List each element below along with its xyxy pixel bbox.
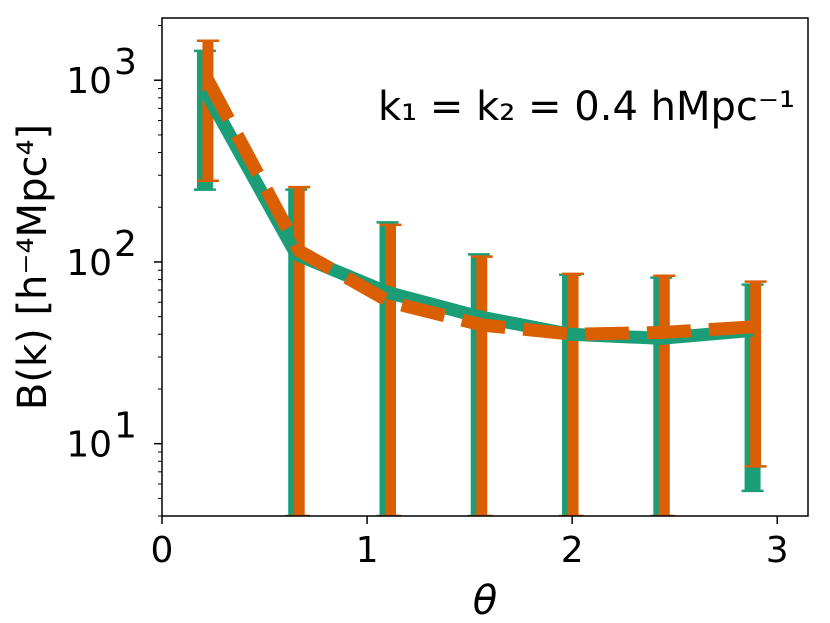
chart-marks: [193, 39, 767, 516]
y-tick-exp-1: 2: [114, 224, 137, 265]
annotation-label: k₁ = k₂ = 0.4 hMpc⁻¹: [378, 84, 795, 130]
series-group: [193, 39, 767, 516]
y-tick-label-2: 10: [66, 61, 112, 102]
x-tick-label-0: 0: [151, 530, 174, 571]
y-axis-title: B(k) [h⁻⁴Mpc⁴]: [10, 124, 56, 410]
series-line-1: [202, 77, 756, 341]
x-tick-label-1: 1: [356, 530, 379, 571]
x-tick-label-2: 2: [561, 530, 584, 571]
x-tick-label-3: 3: [766, 530, 789, 571]
y-tick-label-0: 10: [66, 425, 112, 466]
y-tick-exp-2: 3: [114, 42, 137, 83]
x-axis-title: θ: [473, 578, 497, 623]
y-tick-exp-0: 1: [114, 406, 137, 447]
plot-frame: [161, 17, 809, 517]
y-tick-label-1: 10: [66, 243, 112, 284]
